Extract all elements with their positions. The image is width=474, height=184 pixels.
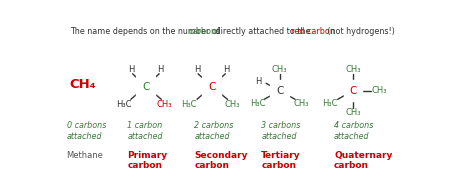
Text: CH₃: CH₃ <box>224 100 240 109</box>
Text: Quaternary
carbon: Quaternary carbon <box>334 151 392 170</box>
Text: C: C <box>208 82 215 92</box>
Text: H: H <box>223 65 229 74</box>
Text: 2 carbons
attached: 2 carbons attached <box>194 121 234 141</box>
Text: CH₄: CH₄ <box>70 78 96 91</box>
Text: H: H <box>157 65 163 74</box>
Text: (not hydrogens!): (not hydrogens!) <box>325 27 394 36</box>
Text: directly attached to the: directly attached to the <box>213 27 313 36</box>
Text: carbons: carbons <box>188 27 220 36</box>
Text: 3 carbons
attached: 3 carbons attached <box>261 121 301 141</box>
Text: Primary
carbon: Primary carbon <box>127 151 167 170</box>
Text: H: H <box>128 65 135 74</box>
Text: C: C <box>276 86 283 96</box>
Text: CH₃: CH₃ <box>294 99 310 108</box>
Text: CH₃: CH₃ <box>157 100 173 109</box>
Text: The name depends on the number of: The name depends on the number of <box>70 27 222 36</box>
Text: Tertiary
carbon: Tertiary carbon <box>261 151 301 170</box>
Text: 0 carbons
attached: 0 carbons attached <box>66 121 106 141</box>
Text: 1 carbon
attached: 1 carbon attached <box>127 121 163 141</box>
Text: H₃C: H₃C <box>116 100 131 109</box>
Text: H: H <box>194 65 201 74</box>
Text: C: C <box>142 82 149 92</box>
Text: 4 carbons
attached: 4 carbons attached <box>334 121 374 141</box>
Text: CH₃: CH₃ <box>272 65 287 74</box>
Text: Secondary
carbon: Secondary carbon <box>194 151 248 170</box>
Text: red carbon: red carbon <box>291 27 335 36</box>
Text: CH₃: CH₃ <box>346 108 361 117</box>
Text: Methane: Methane <box>66 151 103 160</box>
Text: H₃C: H₃C <box>323 99 338 108</box>
Text: H₃C: H₃C <box>181 100 196 109</box>
Text: H: H <box>255 77 262 86</box>
Text: CH₃: CH₃ <box>346 65 361 74</box>
Text: H₃C: H₃C <box>250 99 265 108</box>
Text: CH₃: CH₃ <box>372 86 387 95</box>
Text: C: C <box>349 86 357 96</box>
